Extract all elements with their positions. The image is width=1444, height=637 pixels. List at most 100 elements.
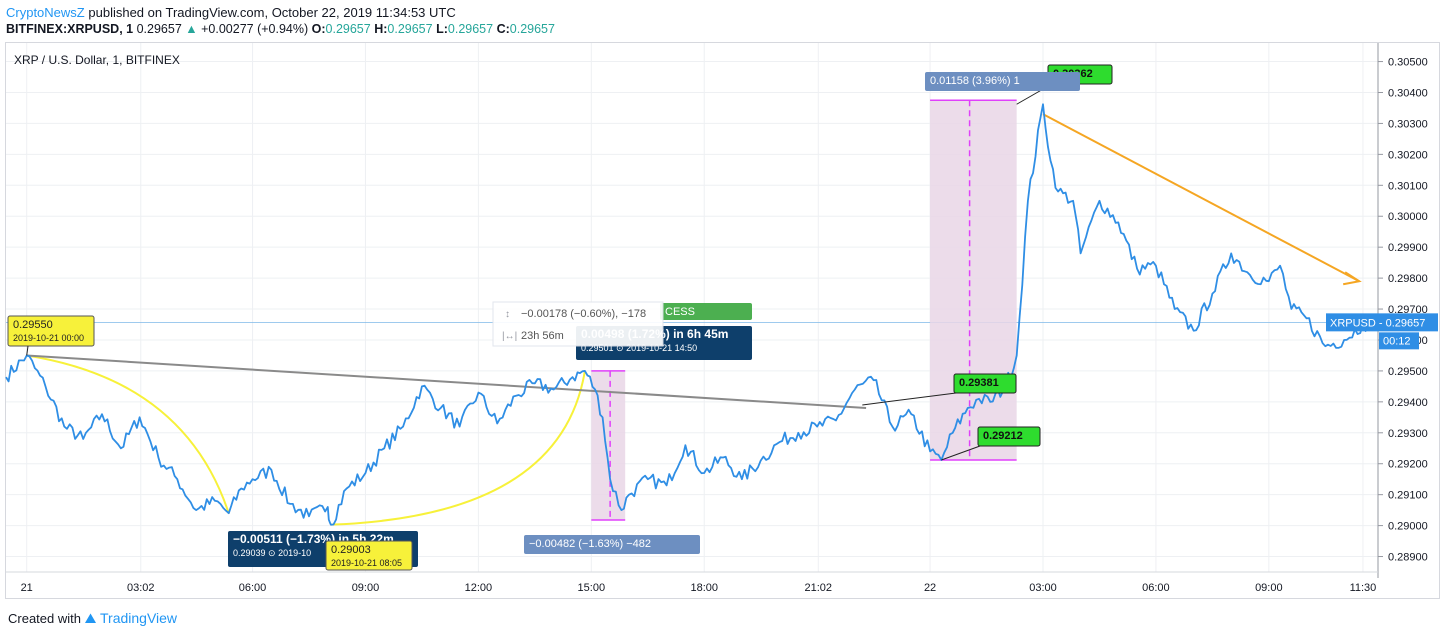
bottom-yellow-label-text: 0.29003	[331, 544, 371, 556]
open-label: O:	[311, 22, 326, 36]
x-tick-label: 06:00	[239, 582, 267, 594]
x-tick-label: 15:00	[578, 582, 606, 594]
orange-trendline	[1042, 113, 1360, 283]
low-label: L:	[436, 22, 448, 36]
range-up-label-text: 0.01158 (3.96%) 1	[930, 75, 1020, 87]
footer: Created with ⛰ TradingView	[8, 610, 177, 627]
publish-line: CryptoNewsZ published on TradingView.com…	[6, 5, 456, 20]
open-value: 0.29657	[325, 22, 371, 36]
ohlc-line: BITFINEX:XRPUSD, 1 0.29657 ▲ +0.00277 (+…	[6, 22, 555, 36]
y-tick-label: 0.30200	[1388, 149, 1428, 161]
countdown-box	[1379, 332, 1419, 350]
drop-label-box	[524, 535, 700, 554]
green-status-bar-text: CESS	[665, 306, 695, 318]
drop-label: −0.00482 (−1.63%) −482	[524, 535, 700, 554]
x-tick-label: 03:00	[1029, 582, 1057, 594]
y-tick-label: 0.30300	[1388, 118, 1428, 130]
y-tick-label: 0.29000	[1388, 521, 1428, 533]
y-tick-label: 0.29300	[1388, 428, 1428, 440]
tooltip-box	[492, 301, 664, 347]
price-tag-box	[1326, 313, 1438, 332]
left-start-label-text: 2019-10-21 00:00	[13, 333, 84, 343]
bottom-yellow-label-text: 2019-10-21 08:05	[331, 558, 402, 568]
x-tick-label: 03:02	[127, 582, 155, 594]
mid-label-box	[953, 373, 1017, 394]
y-tick-label: 0.29900	[1388, 242, 1428, 254]
bottom-measure-label-text: 0.29039 ⊙ 2019-10	[233, 548, 311, 558]
mid-label: 0.29381	[953, 373, 1017, 394]
y-tick-label: 0.29100	[1388, 490, 1428, 502]
mid-measure-label-text: 0.29501 ⊙ 2019-10-21 14:50	[581, 343, 697, 353]
x-tick-label: 12:00	[465, 582, 493, 594]
x-tick-label: 21:02	[805, 582, 833, 594]
bottom-yellow-label-box	[325, 540, 413, 571]
arrow-head-icon	[1342, 271, 1362, 286]
left-start-label: 0.29550 2019-10-21 00:00	[7, 315, 95, 347]
left-start-label-text: 0.29550	[13, 319, 53, 331]
tradingview-logo-icon: ⛰	[84, 610, 97, 626]
y-tick-label: 0.30400	[1388, 87, 1428, 99]
high-value: 0.29657	[387, 22, 433, 36]
y-tick-label: 0.29800	[1388, 273, 1428, 285]
x-tick-label: 09:00	[352, 582, 380, 594]
price-series	[5, 103, 1377, 526]
left-pointer	[26, 345, 29, 356]
axes: 0.30500 0.30400 0.30300 0.30200 0.30100 0.300…	[6, 43, 1428, 594]
range-up-label-box	[925, 72, 1080, 91]
range-up-label: 0.01158 (3.96%) 1	[925, 72, 1080, 91]
yellow-arc-left	[26, 354, 230, 514]
left-start-label-box	[7, 315, 95, 347]
trendlines	[26, 113, 1362, 526]
price-line	[5, 103, 1377, 526]
mid-label-text: 0.29381	[959, 377, 999, 389]
author-name[interactable]: CryptoNewsZ	[6, 5, 85, 20]
created-with-text: Created with	[8, 611, 81, 626]
y-tick-label: 0.28900	[1388, 552, 1428, 564]
price-tag-symbol: XRPUSD - 0.29657	[1330, 317, 1425, 329]
gray-trendline	[26, 354, 867, 410]
close-label: C:	[496, 22, 510, 36]
last-price: 0.29657	[136, 22, 182, 36]
tooltip-line1: −0.00178 (−0.60%), −178	[521, 308, 646, 320]
chart-frame[interactable]	[5, 42, 1440, 599]
y-tick-label: 0.30000	[1388, 211, 1428, 223]
countdown-text: 00:12	[1383, 335, 1411, 347]
yellow-arc-right	[330, 370, 586, 526]
range-shades	[591, 99, 1017, 521]
x-tick-label: 11:30	[1350, 582, 1377, 594]
low-pointer	[941, 445, 981, 461]
drop-label-text: −0.00482 (−1.63%) −482	[529, 538, 651, 550]
x-tick-label: 21	[21, 582, 33, 594]
change-arrow-icon: ▲	[185, 22, 198, 36]
y-tick-label: 0.29400	[1388, 397, 1428, 409]
tradingview-brand[interactable]: TradingView	[100, 610, 178, 626]
published-text: published on TradingView.com, October 22…	[88, 5, 456, 20]
low-value: 0.29657	[447, 22, 494, 36]
price-tag: XRPUSD - 0.29657 00:12	[1326, 313, 1438, 350]
y-tick-label: 0.29200	[1388, 459, 1428, 471]
x-tick-label: 06:00	[1142, 582, 1170, 594]
high-label: H:	[374, 22, 388, 36]
y-tick-label: 0.29700	[1388, 304, 1428, 316]
tooltip-hrange-icon: |↔|	[502, 331, 517, 342]
y-tick-label: 0.30500	[1388, 57, 1428, 69]
x-tick-label: 18:00	[690, 582, 718, 594]
tooltip-vrange-icon: ↕	[505, 309, 510, 320]
x-tick-label: 09:00	[1255, 582, 1283, 594]
green-status-bar-box	[660, 303, 752, 320]
symbol-label: BITFINEX:XRPUSD, 1	[6, 22, 134, 36]
change-value: +0.00277 (+0.94%)	[201, 22, 309, 36]
y-tick-label: 0.30100	[1388, 180, 1428, 192]
tooltip-line2: 23h 56m	[521, 330, 564, 342]
low-label-text: 0.29212	[983, 430, 1023, 442]
low-label: 0.29212	[977, 426, 1041, 447]
y-tick-label: 0.29500	[1388, 366, 1428, 378]
chart-title: XRP / U.S. Dollar, 1, BITFINEX	[14, 53, 180, 67]
rise-range-shade	[930, 100, 1017, 461]
x-tick-label: 22	[924, 582, 936, 594]
green-status-bar: CESS	[660, 303, 752, 320]
bottom-yellow-label: 0.29003 2019-10-21 08:05	[325, 540, 413, 571]
low-label-box	[977, 426, 1041, 447]
